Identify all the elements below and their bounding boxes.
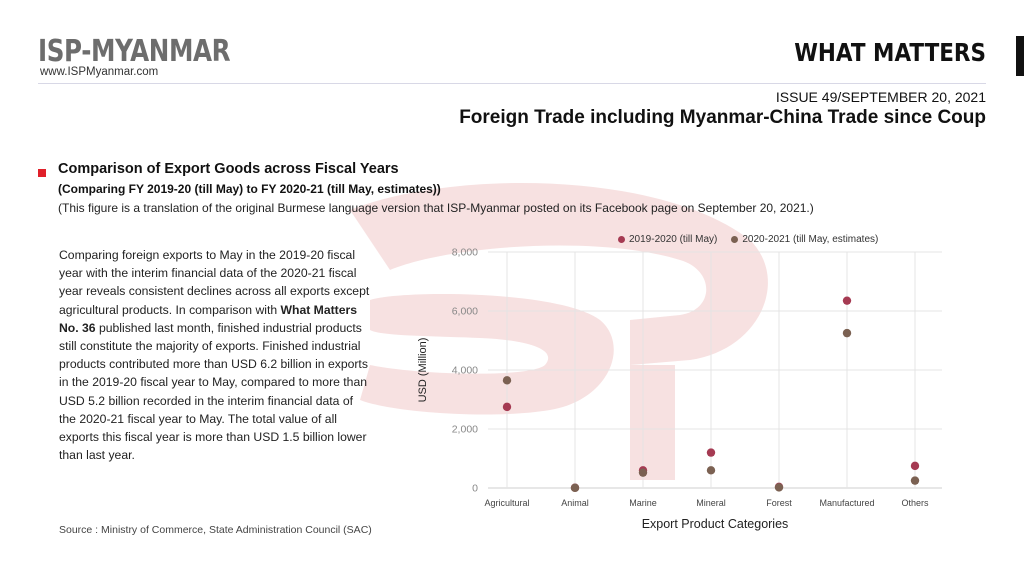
body-text-part: published last month, finished industria… (59, 320, 368, 463)
data-point-series1-others (910, 461, 920, 471)
y-tick-label: 0 (472, 483, 478, 495)
data-point-series1-forest (774, 482, 784, 492)
legend-dot-series2 (731, 236, 739, 243)
edge-accent-bar (1016, 36, 1024, 76)
data-point-series2-forest (774, 483, 784, 492)
section-title: Comparison of Export Goods across Fiscal… (58, 161, 399, 177)
x-tick-label: Manufactured (819, 498, 874, 508)
issue-date: /SEPTEMBER 20, 2021 (837, 89, 986, 105)
x-tick-label: Agricultural (484, 498, 529, 508)
y-tick-label: 6,000 (452, 306, 478, 318)
y-tick-label: 2,000 (452, 424, 478, 436)
data-point-series2-others (910, 476, 920, 485)
data-point-series1-agricultural (502, 402, 512, 412)
source-note: Source : Ministry of Commerce, State Adm… (59, 524, 372, 536)
body-text-part: Comparing foreign exports to May in the … (59, 248, 370, 317)
section-note: (This figure is a translation of the ori… (58, 201, 814, 215)
y-tick-label: 4,000 (452, 365, 478, 377)
legend-label: 2019-2020 (till May) (629, 234, 718, 245)
x-tick-label: Animal (561, 498, 589, 508)
y-axis-title: USD (Million) (417, 338, 429, 403)
legend-item-series2: 2020-2021 (till May, estimates) (731, 234, 878, 245)
data-point-series2-manufactured (842, 328, 852, 338)
section-subtitle: (Comparing FY 2019-20 (till May) to FY 2… (58, 182, 441, 196)
body-paragraph: Comparing foreign exports to May in the … (59, 246, 371, 464)
legend-dot-series1 (618, 236, 625, 243)
data-point-series1-animal (570, 483, 580, 492)
y-tick-label: 8,000 (452, 247, 478, 259)
data-point-series2-marine (638, 468, 648, 477)
x-axis-title: Export Product Categories (642, 517, 789, 531)
legend-label: 2020-2021 (till May, estimates) (742, 234, 879, 245)
data-point-series1-marine (638, 466, 648, 475)
data-point-series1-manufactured (842, 296, 852, 305)
x-tick-label: Others (901, 498, 929, 508)
legend-item-series1: 2019-2020 (till May) (618, 234, 717, 245)
x-tick-label: Marine (629, 498, 657, 508)
data-point-series2-mineral (706, 466, 716, 475)
page-headline: Foreign Trade including Myanmar-China Tr… (459, 107, 986, 128)
series-title: WHAT MATTERS (794, 38, 986, 67)
x-tick-label: Mineral (696, 498, 726, 508)
issue-number: ISSUE 49 (775, 89, 838, 105)
brand-url[interactable]: www.ISPMyanmar.com (40, 66, 159, 78)
data-point-series2-animal (570, 483, 580, 493)
chart-legend: 2019-2020 (till May) 2020-2021 (till May… (618, 234, 878, 245)
body-text-bold: What Matters No. 36 (59, 302, 358, 335)
data-point-series1-mineral (706, 448, 716, 457)
x-tick-label: Forest (766, 498, 792, 508)
issue-line: ISSUE 49/SEPTEMBER 20, 2021 (776, 89, 986, 105)
section-bullet (38, 169, 46, 177)
data-point-series2-agricultural (502, 376, 512, 385)
brand-logo-text: ISP-MYANMAR (38, 34, 231, 69)
header-divider (38, 83, 986, 84)
